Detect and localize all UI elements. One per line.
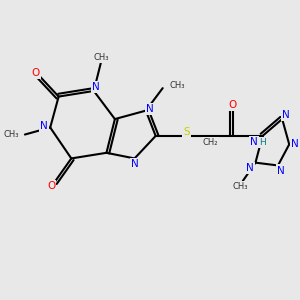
Text: N: N (131, 159, 138, 169)
Text: CH₃: CH₃ (93, 53, 109, 62)
Text: N: N (291, 140, 299, 149)
Text: CH₃: CH₃ (232, 182, 248, 191)
Text: CH₃: CH₃ (170, 81, 185, 90)
Text: S: S (183, 127, 190, 137)
Text: O: O (229, 100, 237, 110)
Text: N: N (40, 121, 48, 131)
Text: N: N (282, 110, 290, 120)
Text: N: N (278, 166, 285, 176)
Text: N: N (146, 104, 154, 114)
Text: O: O (32, 68, 40, 78)
Text: N: N (250, 137, 258, 147)
Text: H: H (259, 138, 266, 147)
Text: O: O (47, 181, 55, 191)
Text: N: N (92, 82, 100, 92)
Text: CH₃: CH₃ (4, 130, 19, 139)
Text: N: N (246, 163, 254, 173)
Text: CH₂: CH₂ (203, 138, 218, 147)
